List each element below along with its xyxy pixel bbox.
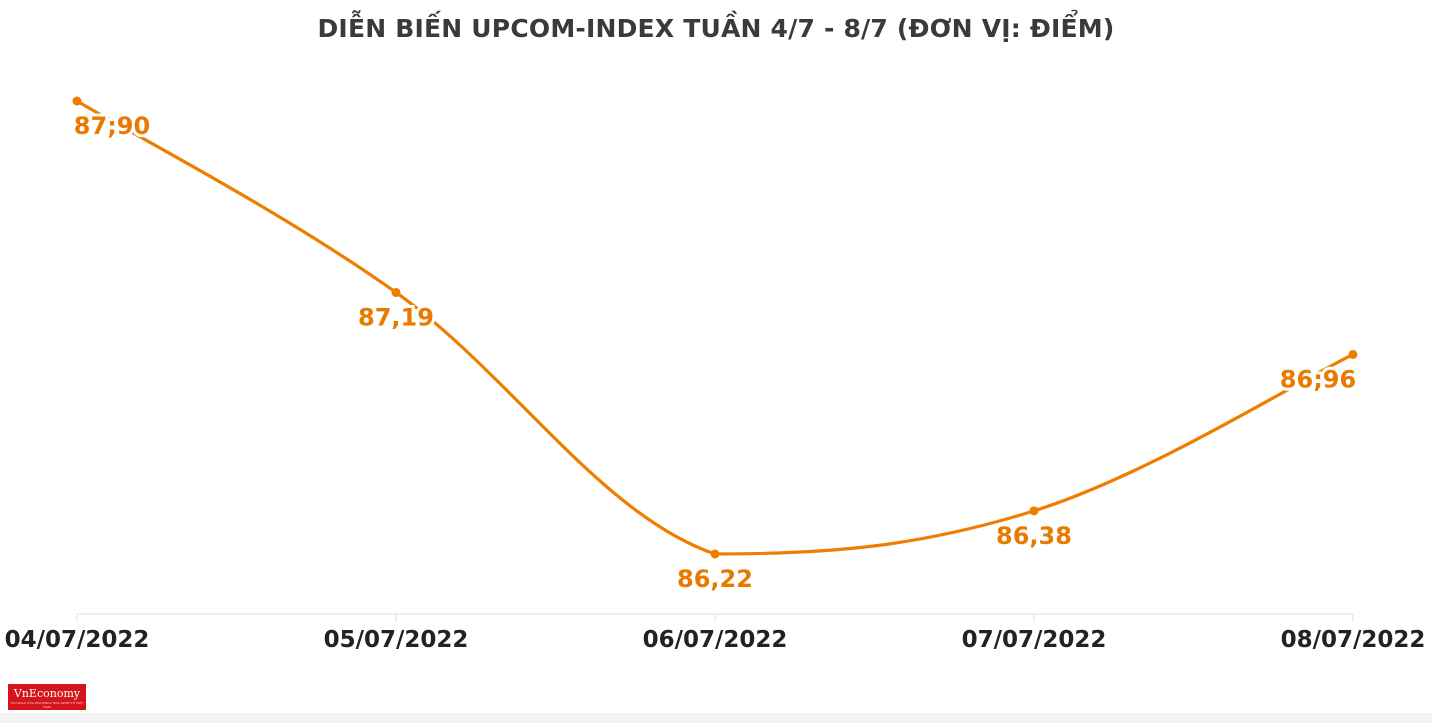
vneconomy-logo: VnEconomy CƠ QUAN CỦA HỘI KHOA HỌC KINH … bbox=[8, 684, 86, 710]
data-label: 86,38 bbox=[996, 522, 1072, 550]
data-label: 87,19 bbox=[358, 303, 434, 331]
data-label: 86;96 bbox=[1280, 365, 1356, 393]
chart-title: DIỄN BIẾN UPCOM-INDEX TUẦN 4/7 - 8/7 (ĐƠ… bbox=[317, 14, 1115, 43]
data-point bbox=[72, 96, 82, 106]
data-point bbox=[710, 549, 720, 559]
x-tick-label: 05/07/2022 bbox=[324, 627, 469, 653]
data-label: 86,22 bbox=[677, 565, 753, 593]
series-line bbox=[75, 99, 1355, 556]
x-tick-labels: 04/07/2022 05/07/2022 06/07/2022 07/07/2022… bbox=[5, 627, 1426, 653]
x-ticks bbox=[76, 614, 1354, 622]
footer-bar bbox=[0, 713, 1432, 723]
data-point bbox=[1029, 506, 1039, 516]
logo-subtext: CƠ QUAN CỦA HỘI KHOA HỌC KINH TẾ VIỆT NA… bbox=[10, 701, 84, 709]
data-points bbox=[72, 96, 1358, 559]
x-tick-label: 07/07/2022 bbox=[962, 627, 1107, 653]
x-tick-label: 06/07/2022 bbox=[643, 627, 788, 653]
data-label: 87;90 bbox=[74, 112, 150, 140]
x-tick-label: 08/07/2022 bbox=[1281, 627, 1426, 653]
data-point bbox=[1348, 349, 1358, 359]
logo-text: VnEconomy bbox=[13, 687, 81, 700]
data-labels: 87;90 87,19 86,22 86,38 86;96 bbox=[71, 109, 1359, 596]
data-point bbox=[391, 287, 401, 297]
x-tick-label: 04/07/2022 bbox=[5, 627, 150, 653]
